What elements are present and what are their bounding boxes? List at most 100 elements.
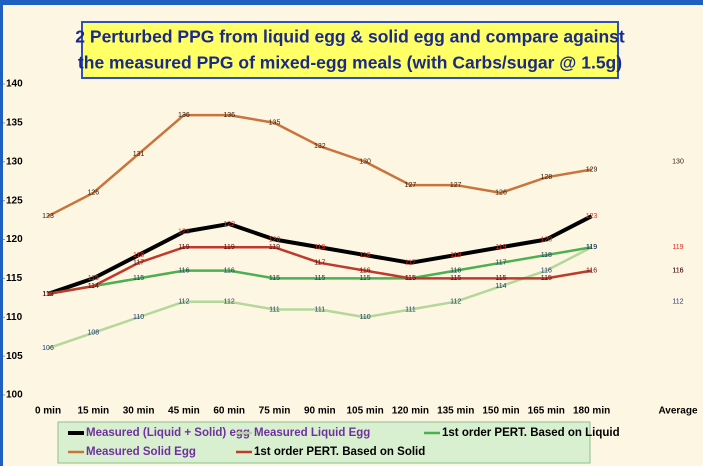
data-label: 132 <box>314 143 326 150</box>
y-tick-label: 110 <box>6 312 23 323</box>
series-line <box>47 214 593 296</box>
data-label: 119 <box>586 244 597 251</box>
data-label: 118 <box>360 252 371 259</box>
data-label: 112 <box>450 299 461 306</box>
x-tick-label: 60 min <box>213 406 245 417</box>
data-label: 135 <box>269 120 281 127</box>
average-value: 119 <box>672 244 683 251</box>
data-label: 111 <box>405 306 416 313</box>
data-label: 119 <box>586 244 597 251</box>
data-label: 130 <box>359 159 371 166</box>
data-label: 129 <box>586 166 598 173</box>
legend-label: 1st order PERT. Based on Liquid <box>442 427 620 439</box>
data-label: 123 <box>42 213 54 220</box>
chart-title: the measured PPG of mixed-egg meals (wit… <box>78 53 622 73</box>
data-label: 115 <box>269 275 280 282</box>
average-value: 116 <box>672 267 683 274</box>
legend <box>57 421 591 464</box>
data-label: 110 <box>360 314 371 321</box>
y-tick-label: 100 <box>6 390 23 401</box>
data-label: 116 <box>541 267 552 274</box>
x-tick-label: 120 min <box>392 406 429 417</box>
data-label: 118 <box>133 252 144 259</box>
x-tick-label: 15 min <box>77 406 109 417</box>
data-label: 116 <box>450 267 461 274</box>
data-label: 117 <box>405 260 416 267</box>
data-label: 126 <box>87 190 99 197</box>
x-tick-label: 90 min <box>304 406 336 417</box>
y-tick-label: 115 <box>6 273 23 284</box>
y-tick-label: 140 <box>6 79 23 90</box>
left-border <box>0 0 3 466</box>
data-label: 120 <box>540 236 552 243</box>
x-tick-label: 45 min <box>168 406 200 417</box>
data-label: 116 <box>360 267 371 274</box>
data-label: 118 <box>541 252 552 259</box>
data-label: 115 <box>133 275 144 282</box>
data-label: 106 <box>42 345 54 352</box>
data-label: 119 <box>495 244 506 251</box>
data-label: 111 <box>269 306 280 313</box>
legend-label: Measured (Liquid + Solid) egg <box>86 427 250 439</box>
average-value: 130 <box>672 159 684 166</box>
data-label: 112 <box>224 299 235 306</box>
data-label: 136 <box>223 112 235 119</box>
x-tick-label: 150 min <box>482 406 519 417</box>
data-label: 115 <box>495 275 506 282</box>
data-label: 117 <box>495 260 506 267</box>
data-label: 126 <box>495 190 507 197</box>
title-box <box>81 21 619 79</box>
chart-title: 2 Perturbed PPG from liquid egg & solid … <box>75 27 625 47</box>
series-line <box>47 246 592 296</box>
data-label: 115 <box>360 275 371 282</box>
y-tick-label: 135 <box>6 118 23 129</box>
data-label: 110 <box>133 314 144 321</box>
data-label: 127 <box>450 182 462 189</box>
legend-label: Measured Liquid Egg <box>254 427 370 439</box>
x-tick-label: 75 min <box>259 406 291 417</box>
data-label: 114 <box>88 283 99 290</box>
data-label: 119 <box>269 244 280 251</box>
data-label: 111 <box>314 306 325 313</box>
average-label: Average <box>658 406 698 417</box>
data-label: 119 <box>314 244 325 251</box>
x-tick-label: 0 min <box>35 406 61 417</box>
y-tick-label: 120 <box>6 234 23 245</box>
legend-label: 1st order PERT. Based on Solid <box>254 446 425 458</box>
data-label: 113 <box>42 291 53 298</box>
data-label: 119 <box>224 244 235 251</box>
average-value: 112 <box>672 299 683 306</box>
data-label: 112 <box>178 299 189 306</box>
series-line <box>47 113 592 218</box>
series-line <box>47 246 593 350</box>
data-label: 120 <box>269 236 281 243</box>
y-tick-label: 130 <box>6 156 23 167</box>
data-label: 115 <box>405 275 416 282</box>
data-label: 116 <box>224 267 235 274</box>
data-label: 121 <box>178 229 190 236</box>
data-label: 115 <box>541 275 552 282</box>
average-value: 116 <box>672 267 683 274</box>
data-label: 113 <box>42 291 53 298</box>
data-label: 127 <box>405 182 417 189</box>
y-tick-label: 125 <box>6 195 23 206</box>
x-tick-label: 180 min <box>573 406 610 417</box>
data-label: 116 <box>586 267 597 274</box>
data-label: 115 <box>314 275 325 282</box>
top-border <box>0 0 703 5</box>
data-label: 117 <box>133 260 144 267</box>
y-tick-label: 105 <box>6 351 23 362</box>
data-label: 115 <box>405 275 416 282</box>
x-tick-label: 30 min <box>123 406 155 417</box>
x-tick-label: 165 min <box>528 406 565 417</box>
data-label: 115 <box>450 275 461 282</box>
data-label: 128 <box>540 174 552 181</box>
data-label: 131 <box>133 151 145 158</box>
data-label: 117 <box>314 260 325 267</box>
data-label: 118 <box>450 252 461 259</box>
x-tick-label: 135 min <box>437 406 474 417</box>
x-tick-label: 105 min <box>346 406 383 417</box>
data-label: 108 <box>87 330 99 337</box>
data-label: 115 <box>88 275 99 282</box>
